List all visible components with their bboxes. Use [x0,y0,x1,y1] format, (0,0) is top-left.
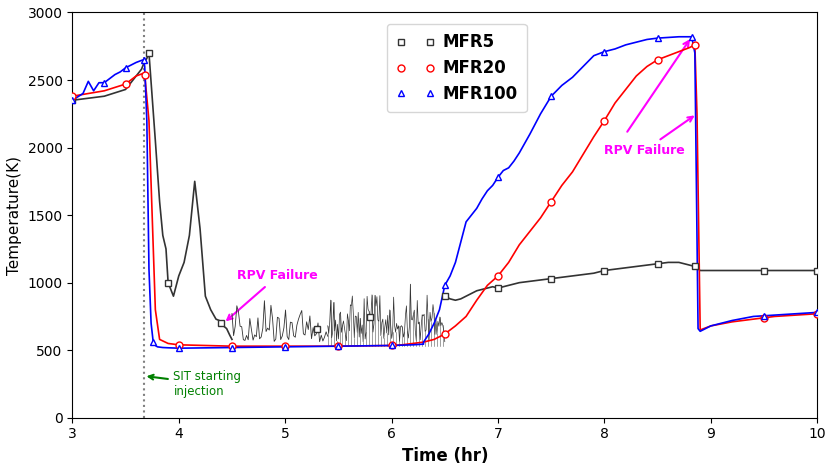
MFR20 [280,343,290,349]
MFR100 [121,65,131,71]
MFR100 [759,313,769,319]
MFR5 [163,280,173,286]
MFR20 [493,273,503,279]
MFR20 [121,81,131,87]
MFR100 [148,339,158,345]
Line: MFR20: MFR20 [69,42,821,350]
MFR5 [217,320,227,326]
Y-axis label: Temperature(K): Temperature(K) [7,156,22,275]
MFR20 [690,42,700,48]
MFR5 [366,314,376,320]
MFR100 [440,283,450,288]
MFR100 [652,35,662,41]
MFR100 [546,93,556,99]
MFR20 [812,311,822,317]
MFR100 [99,80,109,85]
MFR100 [493,175,503,180]
MFR20 [227,343,237,349]
MFR20 [652,57,662,63]
MFR100 [333,343,343,349]
MFR20 [67,93,77,99]
MFR100 [387,343,397,348]
Line: MFR100: MFR100 [69,34,821,352]
MFR100 [67,97,77,103]
MFR100 [174,346,184,351]
MFR5 [440,293,450,299]
Text: RPV Failure: RPV Failure [605,117,693,157]
MFR100 [600,49,610,54]
MFR5 [600,268,610,273]
MFR100 [280,344,290,350]
MFR100 [686,34,696,40]
MFR20 [759,315,769,320]
X-axis label: Time (hr): Time (hr) [402,447,488,465]
MFR5 [759,268,769,273]
MFR5 [546,276,556,281]
MFR20 [333,343,343,349]
MFR100 [812,310,822,315]
MFR5 [144,50,154,56]
MFR20 [140,72,150,77]
MFR20 [546,199,556,204]
MFR5 [690,264,700,270]
Text: RPV Failure: RPV Failure [227,270,318,320]
MFR20 [174,342,184,348]
Line: MFR5: MFR5 [70,50,820,332]
MFR5 [67,97,77,103]
MFR100 [138,57,148,63]
MFR5 [312,326,322,332]
MFR5 [812,268,822,273]
MFR20 [440,331,450,337]
MFR100 [227,345,237,350]
Text: SIT starting
injection: SIT starting injection [149,370,242,398]
MFR5 [652,261,662,267]
MFR5 [493,285,503,291]
Legend: MFR5, MFR20, MFR100: MFR5, MFR20, MFR100 [387,24,526,112]
MFR20 [387,343,397,348]
MFR20 [600,118,610,123]
